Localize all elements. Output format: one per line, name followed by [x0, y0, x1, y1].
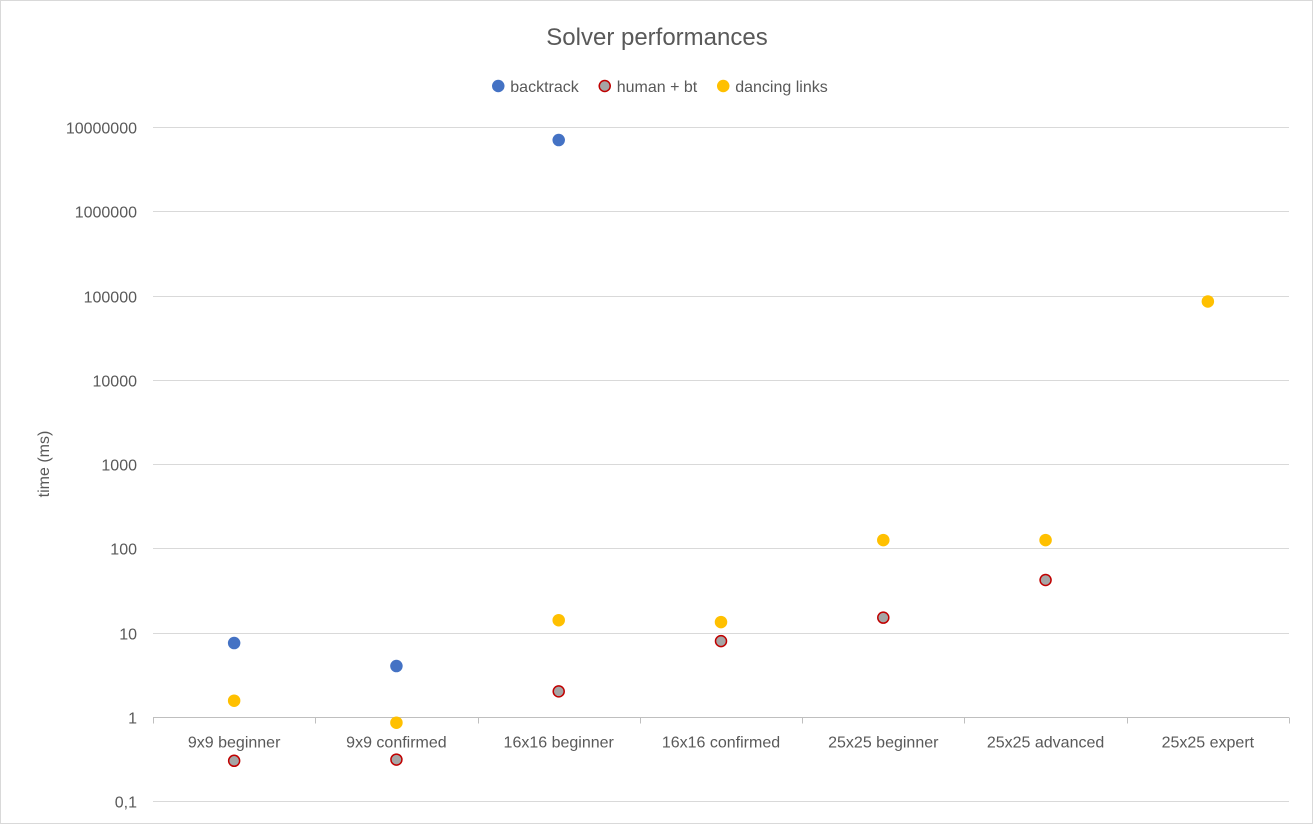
y-tick-label: 100 — [110, 542, 137, 559]
data-point — [390, 716, 403, 729]
y-tick-label: 1000 — [101, 458, 137, 475]
data-point — [552, 613, 565, 627]
legend: backtrack human + bt dancing links — [492, 79, 828, 96]
y-tick-label: 100000 — [84, 290, 137, 307]
legend-label: dancing links — [735, 79, 828, 96]
data-point — [877, 611, 890, 624]
x-tick-label: 16x16 confirmed — [662, 735, 780, 752]
data-point — [227, 754, 241, 768]
y-axis: 0,1 1 10 100 1000 10000 100000 1000000 10000000 — [66, 121, 137, 812]
y-tick-label: 1000000 — [75, 205, 137, 222]
legend-marker — [598, 79, 611, 93]
y-tick-label: 10000000 — [66, 121, 137, 138]
legend-label: human + bt — [617, 79, 698, 96]
legend-item: backtrack — [492, 79, 580, 96]
x-tick-label: 25x25 advanced — [987, 735, 1104, 752]
data-point — [714, 634, 728, 648]
data-point — [227, 636, 241, 650]
y-axis-title: time (ms) — [36, 431, 53, 498]
data-point — [227, 694, 241, 707]
data-point — [1039, 533, 1052, 547]
x-tick-label: 25x25 expert — [1162, 735, 1255, 752]
x-tick-label: 9x9 confirmed — [346, 735, 447, 752]
legend-item: dancing links — [716, 79, 828, 96]
x-axis: 9x9 beginner 9x9 confirmed 16x16 beginner 1… — [153, 717, 1290, 752]
legend-label: backtrack — [510, 79, 579, 96]
data-point — [552, 133, 565, 147]
x-tick-label: 16x16 beginner — [504, 735, 615, 752]
data-point — [1039, 573, 1052, 587]
x-tick-label: 9x9 beginner — [188, 735, 281, 752]
legend-marker — [716, 79, 730, 93]
chart-title: Solver performances — [546, 24, 767, 51]
legend-item: human + bt — [598, 79, 698, 96]
data-points — [227, 133, 1215, 768]
data-point — [552, 685, 565, 698]
y-tick-label: 10 — [119, 627, 137, 644]
data-point — [877, 533, 890, 547]
data-point — [1201, 295, 1215, 308]
y-tick-label: 0,1 — [115, 795, 137, 812]
y-tick-label: 1 — [128, 711, 137, 728]
data-point — [390, 753, 403, 766]
data-point — [714, 615, 728, 629]
x-tick-label: 25x25 beginner — [828, 735, 939, 752]
y-tick-label: 10000 — [93, 374, 138, 391]
gridlines — [153, 127, 1289, 802]
legend-marker — [492, 79, 505, 93]
data-point — [390, 659, 403, 673]
